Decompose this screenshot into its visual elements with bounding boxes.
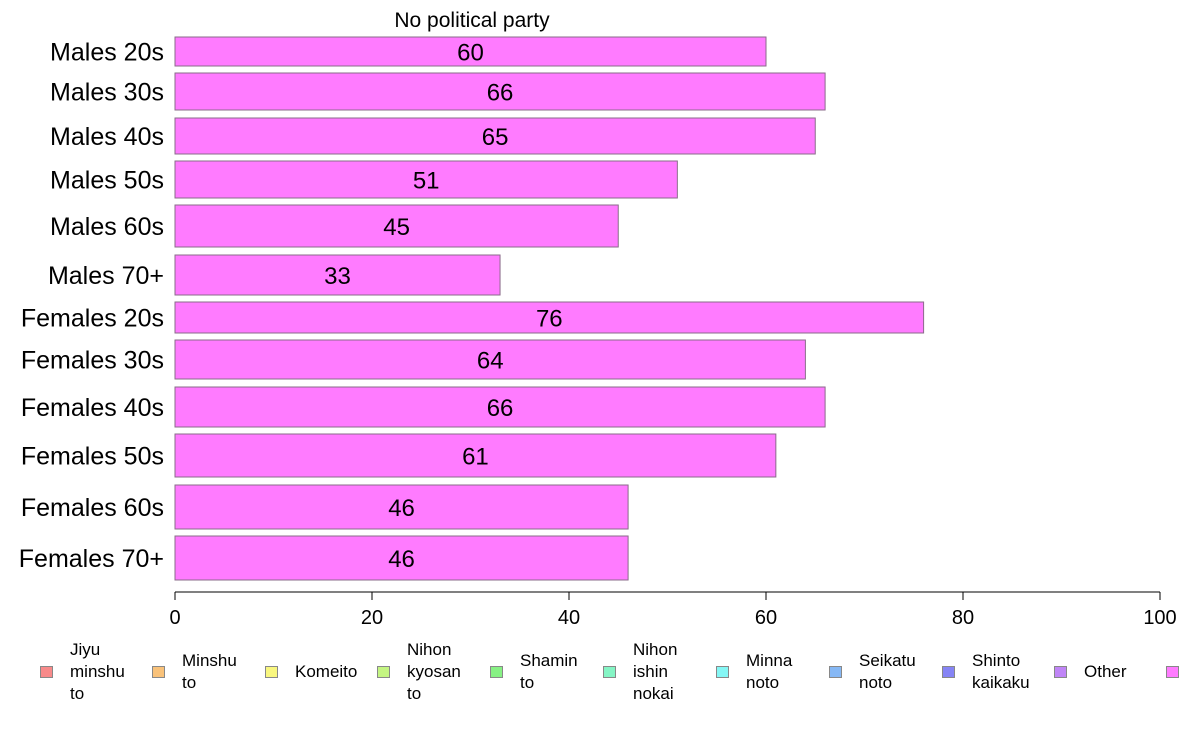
category-label: Males 40s [50, 123, 164, 151]
x-tick-label: 0 [169, 607, 180, 629]
category-label: Females 20s [21, 305, 164, 333]
legend-item: Other [1054, 640, 1166, 710]
legend-item: Shamin to [490, 640, 602, 710]
x-axis: 0 20 40 60 80 100 [169, 591, 1177, 629]
legend-swatch [152, 666, 165, 678]
bar [174, 433, 777, 478]
legend: Jiyu minshu to Minshu to Komeito Nihon kyos… [36, 640, 1186, 710]
legend-label: Komeito [295, 662, 358, 681]
legend-label: Jiyu minshu to [70, 640, 125, 703]
category-label: Males 20s [50, 39, 164, 67]
legend-label: Nihon ishin nokai [633, 640, 678, 703]
legend-label: Shamin to [520, 651, 578, 692]
legend-label: Other [1084, 662, 1127, 681]
bar-value-label: 46 [388, 546, 415, 573]
x-tick-label: 20 [361, 607, 383, 629]
bar-value-label: 61 [462, 444, 489, 471]
category-label: Males 60s [50, 213, 164, 241]
category-label: Males 70+ [48, 262, 164, 290]
category-label: Females 50s [21, 443, 164, 471]
legend-swatch [40, 666, 53, 678]
category-labels: Males 20s Males 30s Males 40s Males 50s Male… [19, 39, 164, 574]
bar [174, 301, 925, 334]
bar [174, 160, 678, 199]
bar-value-label: 60 [457, 40, 484, 67]
x-tick-label: 80 [952, 607, 974, 629]
legend-swatch [1166, 666, 1179, 678]
bar-chart: No political party 606665514533766466614… [19, 9, 1177, 629]
legend-item: Minna noto [716, 640, 828, 710]
bar [174, 36, 767, 67]
category-label: Females 60s [21, 494, 164, 522]
bar [174, 339, 806, 380]
bar [174, 386, 826, 428]
legend-item: Nihon kyosan to [377, 640, 489, 710]
x-tick-label: 100 [1143, 607, 1176, 629]
legend-label: Nihon kyosan to [407, 640, 461, 703]
legend-item: Seikatu noto [829, 640, 941, 710]
legend-swatch [603, 666, 616, 678]
bar-value-label: 66 [487, 395, 514, 422]
legend-swatch [1054, 666, 1067, 678]
bar-value-label: 46 [388, 495, 415, 522]
legend-item: Nihon ishin nokai [603, 640, 715, 710]
category-label: Males 50s [50, 167, 164, 195]
category-label: Females 30s [21, 347, 164, 375]
bar-value-label: 33 [324, 263, 351, 290]
bar [174, 204, 619, 248]
legend-item: Minshu to [152, 640, 264, 710]
legend-label: Minna noto [746, 651, 793, 692]
legend-item [1166, 640, 1188, 710]
legend-item: Komeito [265, 640, 377, 710]
bar [174, 535, 629, 581]
category-label: Females 70+ [19, 545, 164, 573]
chart-title: No political party [394, 9, 550, 32]
bar [174, 72, 826, 111]
bar-value-label: 64 [477, 348, 504, 375]
legend-label: Seikatu noto [859, 651, 916, 692]
legend-label: Shinto kaikaku [972, 651, 1030, 692]
legend-item: Jiyu minshu to [40, 640, 152, 710]
bar [174, 117, 816, 155]
x-tick-label: 60 [755, 607, 777, 629]
x-tick-label: 40 [558, 607, 580, 629]
bar-value-label: 51 [413, 168, 440, 195]
legend-label: Minshu to [182, 651, 237, 692]
legend-swatch [942, 666, 955, 678]
bar [174, 254, 501, 296]
legend-swatch [829, 666, 842, 678]
bar-value-label: 66 [487, 80, 514, 107]
legend-item: Shinto kaikaku [942, 640, 1054, 710]
bar-value-label: 45 [383, 214, 410, 241]
category-label: Males 30s [50, 79, 164, 107]
legend-swatch [490, 666, 503, 678]
legend-swatch [716, 666, 729, 678]
legend-swatch [265, 666, 278, 678]
bar-value-label: 65 [482, 124, 509, 151]
bar [174, 484, 629, 530]
bar-value-label: 76 [536, 306, 563, 333]
category-label: Females 40s [21, 394, 164, 422]
legend-swatch [377, 666, 390, 678]
